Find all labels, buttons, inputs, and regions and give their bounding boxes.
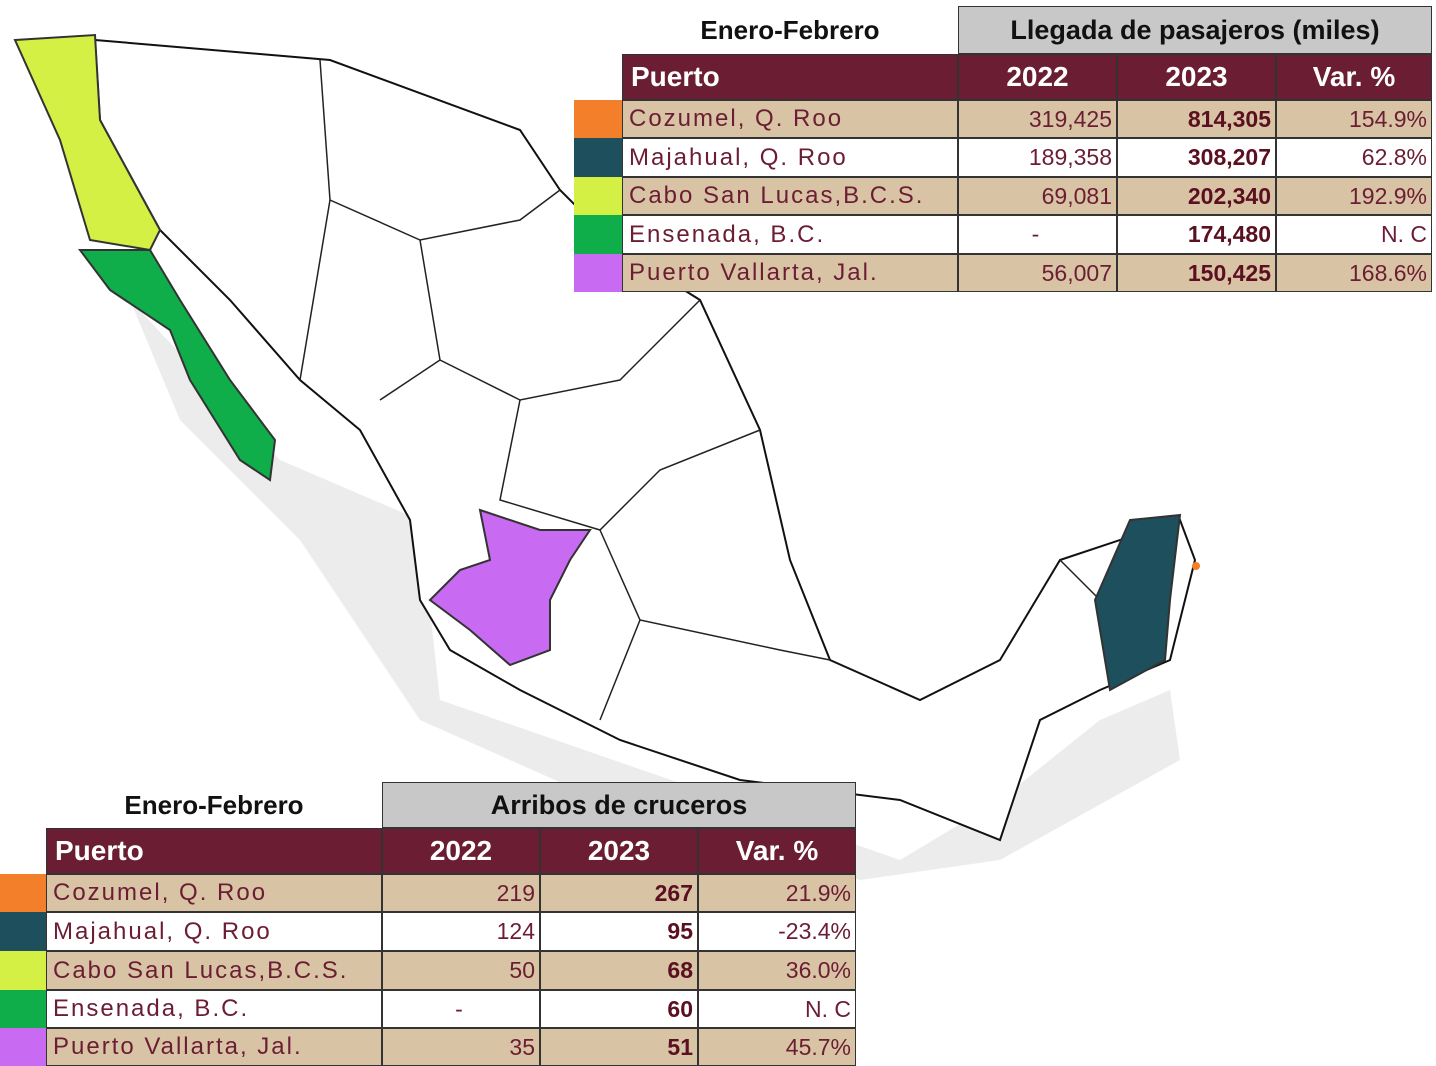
port-name: Majahual, Q. Roo [622, 138, 958, 177]
color-swatch [0, 990, 46, 1028]
color-swatch [574, 177, 622, 215]
quintana-roo [1093, 513, 1182, 692]
color-swatch [0, 874, 46, 912]
table-cell: 45.7% [698, 1028, 856, 1066]
port-name: Puerto Vallarta, Jal. [46, 1028, 382, 1066]
table-cell: 174,480 [1117, 215, 1276, 254]
column-header: 2023 [1117, 54, 1276, 100]
table-cell: 189,358 [958, 138, 1117, 177]
baja-california [13, 33, 162, 252]
table-cell: 95 [540, 912, 698, 951]
port-name: Majahual, Q. Roo [46, 912, 382, 951]
color-swatch [574, 254, 622, 292]
table-title: Llegada de pasajeros (miles) [958, 6, 1432, 54]
port-name: Cozumel, Q. Roo [46, 874, 382, 912]
table-cell: -23.4% [698, 912, 856, 951]
cozumel [1192, 562, 1200, 570]
table-cell: 308,207 [1117, 138, 1276, 177]
table-cell: 69,081 [958, 177, 1117, 215]
table-cell: 50 [382, 951, 540, 990]
table-cell: 56,007 [958, 254, 1117, 292]
table-period: Enero-Febrero [700, 14, 880, 45]
table-cell: 124 [382, 912, 540, 951]
port-name: Cabo San Lucas,B.C.S. [622, 177, 958, 215]
port-name: Cozumel, Q. Roo [622, 100, 958, 138]
jalisco [428, 508, 592, 667]
table-cell: 814,305 [1117, 100, 1276, 138]
column-header: 2022 [958, 54, 1117, 100]
table-cell: 51 [540, 1028, 698, 1066]
column-header: Puerto [46, 828, 382, 874]
column-header: 2022 [382, 828, 540, 874]
port-name: Cabo San Lucas,B.C.S. [46, 951, 382, 990]
color-swatch [574, 138, 622, 177]
table-cell: 202,340 [1117, 177, 1276, 215]
column-header: Var. % [698, 828, 856, 874]
table-cell: 35 [382, 1028, 540, 1066]
color-swatch [0, 951, 46, 990]
table-title: Arribos de cruceros [382, 782, 856, 828]
table-cell: 219 [382, 874, 540, 912]
port-name: Ensenada, B.C. [46, 990, 382, 1028]
baja-california-sur [78, 249, 277, 482]
map-shadow [130, 300, 1180, 880]
table-cell: 60 [540, 990, 698, 1028]
table-cell: N. C [698, 990, 856, 1028]
table-cell: 319,425 [958, 100, 1117, 138]
column-header: Var. % [1276, 54, 1432, 100]
table-cell: - [958, 215, 1117, 254]
table-cell: 68 [540, 951, 698, 990]
port-name: Ensenada, B.C. [622, 215, 958, 254]
color-swatch [574, 215, 622, 254]
port-name: Puerto Vallarta, Jal. [622, 254, 958, 292]
table-cell: 62.8% [1276, 138, 1432, 177]
table-cell: 154.9% [1276, 100, 1432, 138]
table-cell: 36.0% [698, 951, 856, 990]
column-header: 2023 [540, 828, 698, 874]
color-swatch [574, 100, 622, 138]
table-cell: 192.9% [1276, 177, 1432, 215]
color-swatch [0, 912, 46, 951]
table-cell: N. C [1276, 215, 1432, 254]
table-cell: 150,425 [1117, 254, 1276, 292]
table-cell: - [382, 990, 540, 1028]
table-period: Enero-Febrero [124, 789, 304, 820]
state-borders [299, 59, 1101, 721]
column-header: Puerto [622, 54, 958, 100]
table-cell: 21.9% [698, 874, 856, 912]
table-cell: 168.6% [1276, 254, 1432, 292]
color-swatch [0, 1028, 46, 1066]
table-cell: 267 [540, 874, 698, 912]
